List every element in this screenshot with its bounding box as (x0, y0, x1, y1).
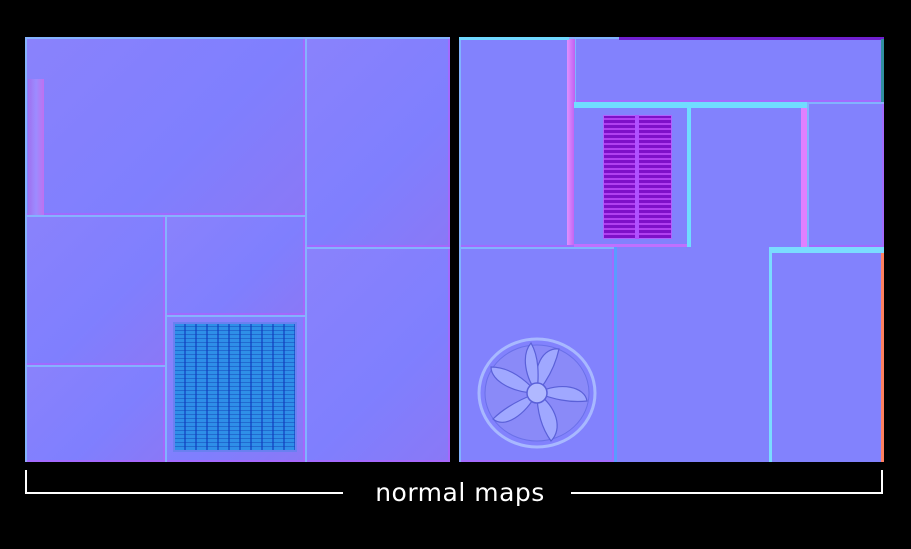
edge-strip (567, 39, 575, 245)
panel (769, 247, 884, 462)
panel (807, 102, 884, 247)
caption-bracket (25, 470, 883, 494)
panel (25, 215, 165, 365)
panel (165, 215, 305, 315)
panel (305, 37, 450, 247)
panel (25, 37, 305, 215)
panel (459, 37, 574, 247)
panel (574, 37, 884, 102)
louver-divider (635, 115, 639, 239)
side-strip (28, 79, 44, 215)
right-normal-map (459, 37, 884, 462)
edge-strip (619, 37, 884, 40)
fan-icon (477, 337, 597, 449)
bracket-left (25, 470, 343, 494)
bracket-right (571, 470, 883, 494)
caption: normal maps (375, 478, 545, 507)
panel (305, 247, 450, 462)
left-normal-map (25, 37, 450, 462)
panel (687, 102, 807, 247)
vent-holes (175, 324, 295, 450)
vent-grille (173, 322, 297, 452)
panel (25, 365, 165, 462)
edge-strip (459, 37, 569, 40)
panel (614, 247, 769, 462)
